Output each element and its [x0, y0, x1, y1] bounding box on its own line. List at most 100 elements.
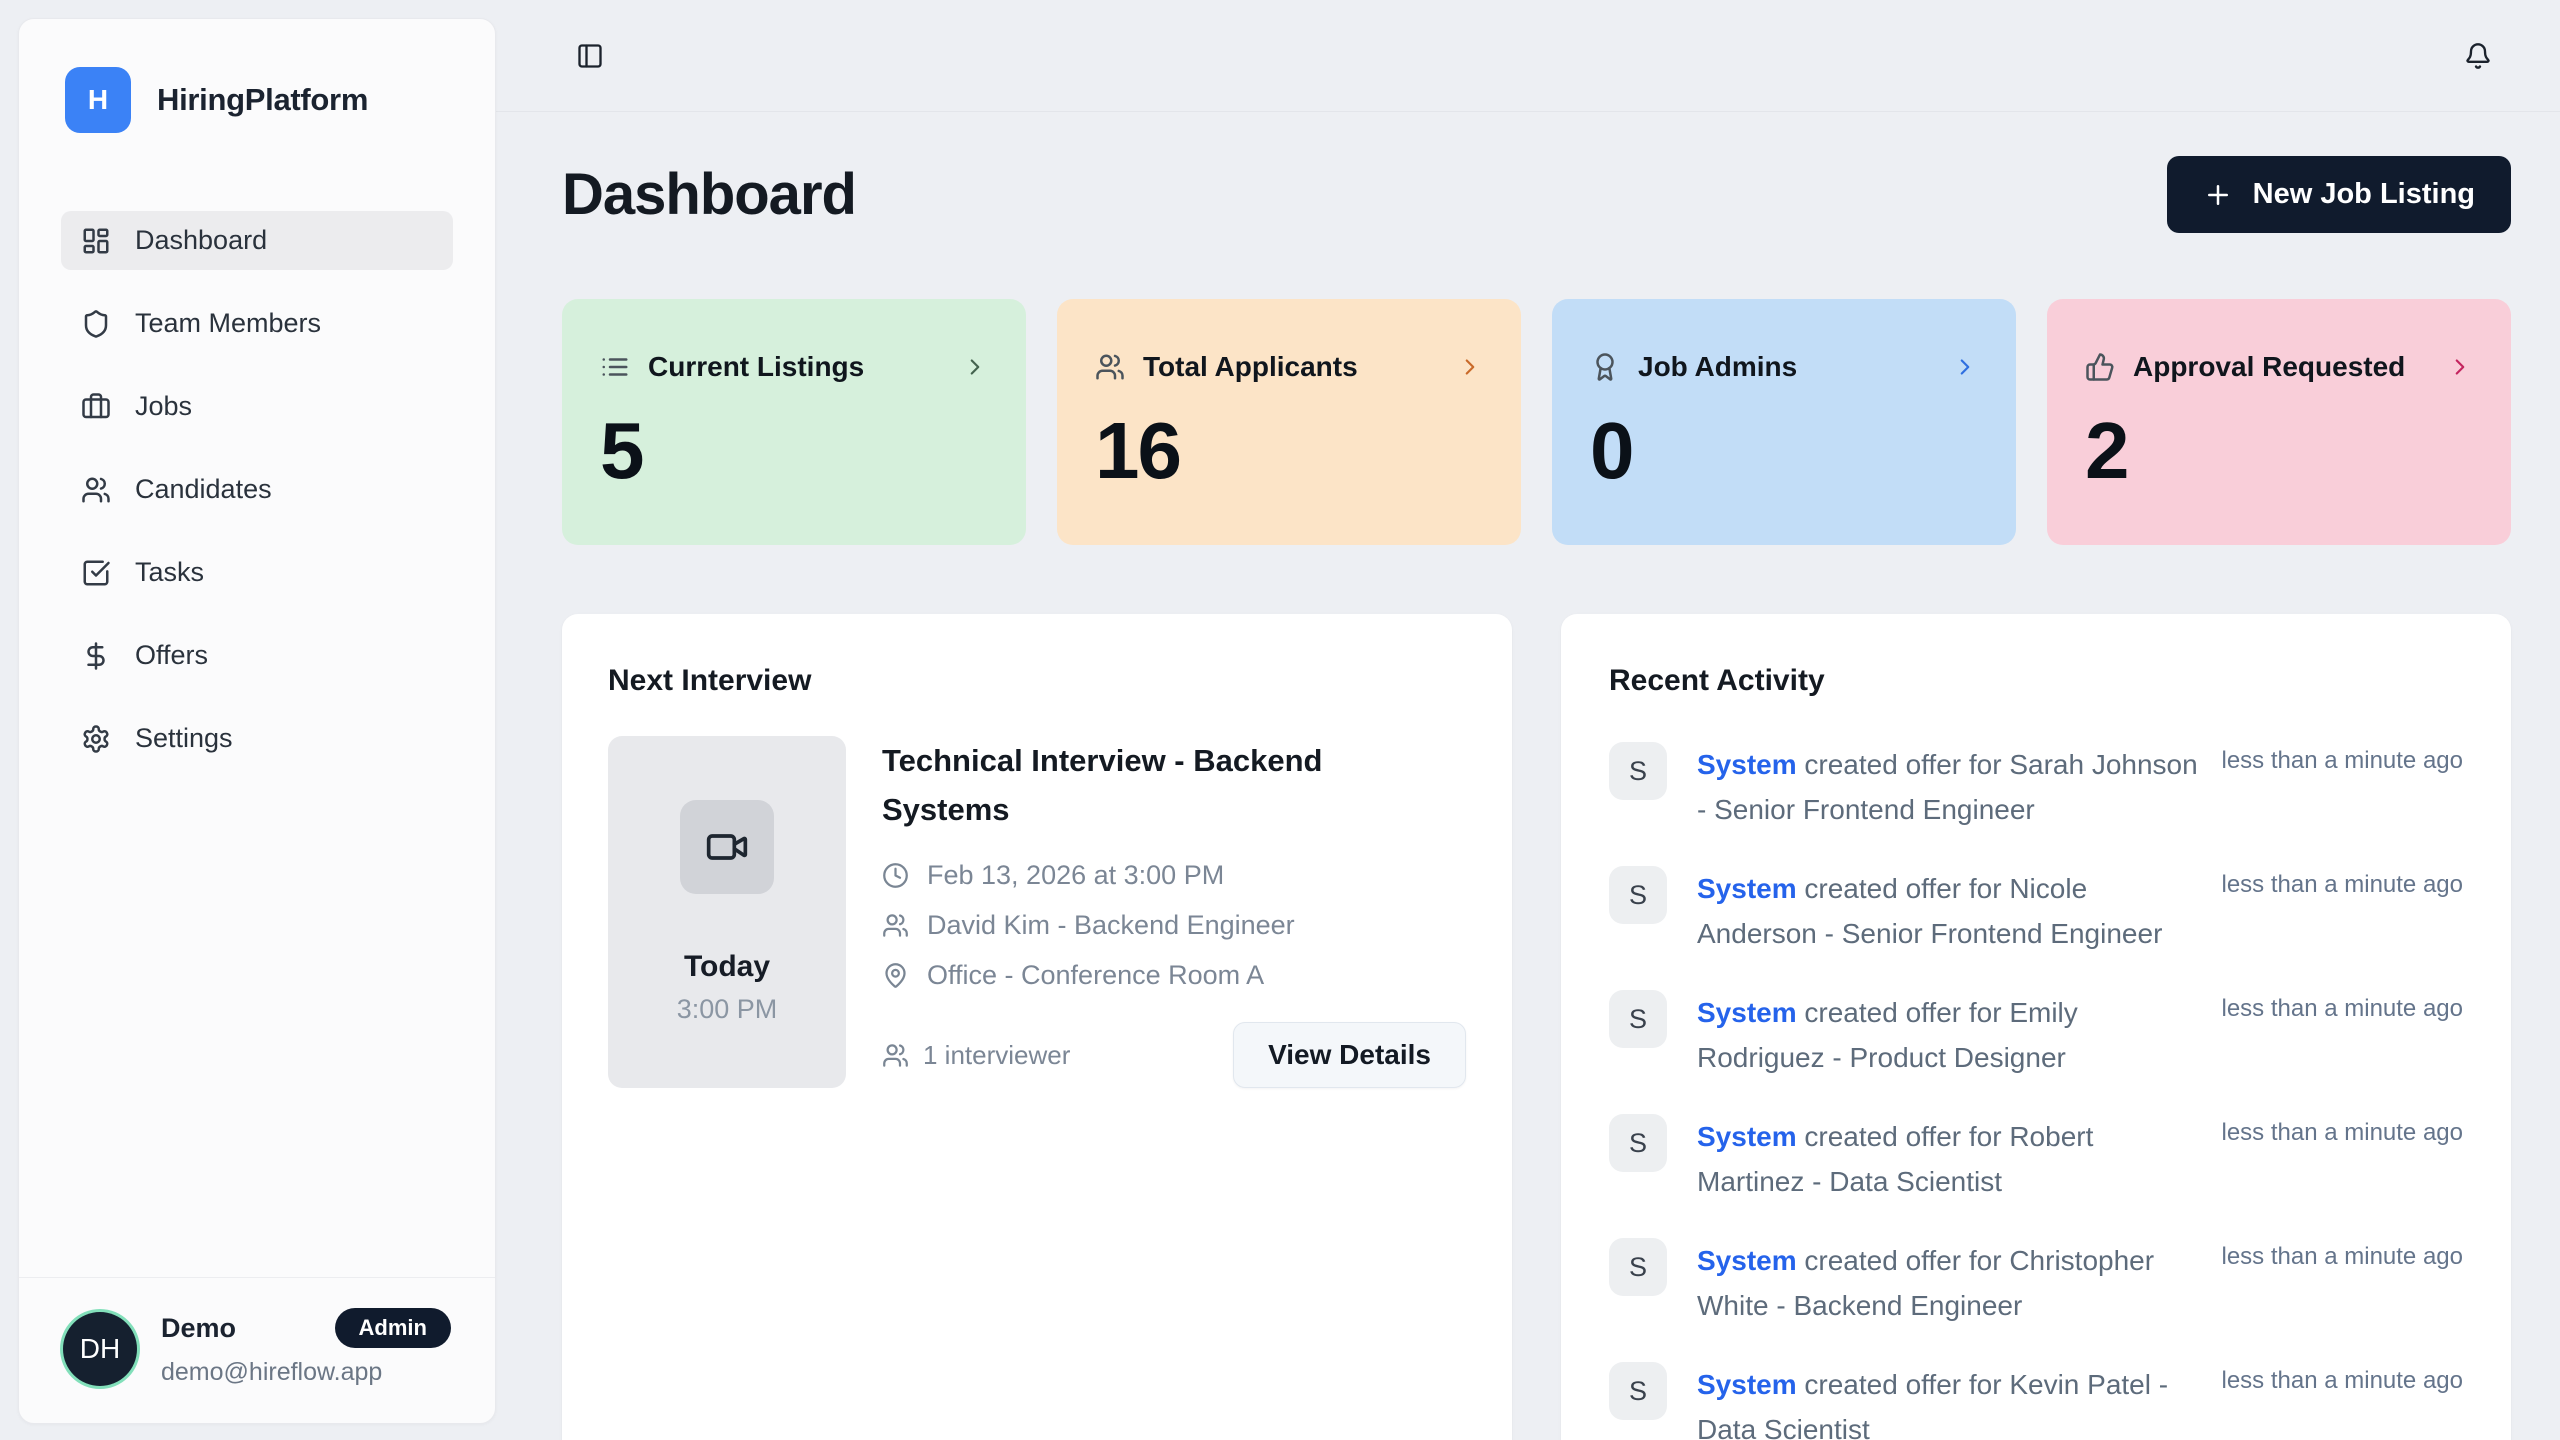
user-info: Demo Admin demo@hireflow.app	[161, 1308, 451, 1387]
recent-activity-title: Recent Activity	[1609, 664, 1825, 697]
panel-left-icon	[576, 42, 604, 70]
sidebar-item-tasks[interactable]: Tasks	[61, 543, 453, 602]
brand-logo: H	[65, 67, 131, 133]
activity-item: S System created offer for Sarah Johnson…	[1609, 742, 2463, 832]
plus-icon	[2203, 180, 2233, 210]
sidebar-item-team-members[interactable]: Team Members	[61, 294, 453, 353]
main-area: Dashboard New Job Listing Current Listin…	[496, 0, 2560, 1440]
list-icon	[600, 352, 630, 382]
sidebar-item-label: Dashboard	[135, 225, 268, 255]
chevron-right-icon	[1952, 354, 1978, 380]
activity-avatar: S	[1609, 1238, 1667, 1296]
activity-description: created offer for Christopher White - Ba…	[1697, 1245, 2155, 1321]
award-icon	[1590, 352, 1620, 382]
stat-value: 5	[600, 406, 645, 495]
interview-job-title: Technical Interview - Backend Systems	[882, 743, 1323, 827]
interview-date-tile: Today 3:00 PM	[608, 736, 846, 1088]
stat-card-total-applicants[interactable]: Total Applicants 16	[1057, 299, 1521, 545]
thumbs-up-icon	[2085, 352, 2115, 382]
activity-description: created offer for Emily Rodriguez - Prod…	[1697, 997, 2078, 1073]
users-icon	[1095, 352, 1125, 382]
stat-value: 2	[2085, 406, 2130, 495]
sidebar-item-jobs[interactable]: Jobs	[61, 377, 453, 436]
activity-item: S System created offer for Robert Martin…	[1609, 1114, 2463, 1204]
video-camera-icon	[705, 825, 749, 869]
activity-timestamp: less than a minute ago	[2221, 1367, 2464, 1394]
activity-description: created offer for Kevin Patel - Data Sci…	[1697, 1369, 2169, 1440]
activity-actor-link[interactable]: System	[1697, 1245, 1797, 1276]
new-job-listing-button[interactable]: New Job Listing	[2166, 156, 2511, 233]
user-profile[interactable]: DH Demo Admin demo@hireflow.app	[19, 1277, 495, 1423]
activity-description: created offer for Robert Martinez - Data…	[1697, 1121, 2094, 1197]
sidebar-item-settings[interactable]: Settings	[61, 709, 453, 768]
sidebar-toggle-button[interactable]	[576, 42, 604, 70]
users-icon	[882, 1042, 909, 1069]
activity-timestamp: less than a minute ago	[2221, 871, 2464, 898]
activity-timestamp: less than a minute ago	[2221, 747, 2464, 774]
bell-icon	[2464, 42, 2492, 70]
interviewer-count-label: 1 interviewer	[923, 1039, 1071, 1070]
user-email: demo@hireflow.app	[161, 1358, 383, 1386]
sidebar-item-label: Candidates	[135, 474, 272, 504]
stat-card-current-listings[interactable]: Current Listings 5	[562, 299, 1026, 545]
stat-value: 16	[1095, 406, 1182, 495]
activity-avatar: S	[1609, 1362, 1667, 1420]
activity-avatar: S	[1609, 990, 1667, 1048]
next-interview-panel: Next Interview Today 3:00 PM Technical I…	[562, 614, 1512, 1440]
activity-avatar: S	[1609, 866, 1667, 924]
sidebar-item-label: Jobs	[135, 391, 193, 421]
activity-actor-link[interactable]: System	[1697, 997, 1797, 1028]
notifications-button[interactable]	[2464, 42, 2492, 70]
activity-avatar: S	[1609, 1114, 1667, 1172]
interview-day: Today	[683, 949, 771, 983]
dollar-icon	[81, 641, 111, 671]
activity-description: created offer for Sarah Johnson - Senior…	[1697, 749, 2198, 825]
activity-actor-link[interactable]: System	[1697, 749, 1797, 780]
chevron-right-icon	[962, 354, 988, 380]
activity-actor-link[interactable]: System	[1697, 873, 1797, 904]
stat-label: Total Applicants	[1143, 351, 1358, 382]
users-icon	[882, 912, 909, 939]
check-square-icon	[81, 558, 111, 588]
sidebar-item-dashboard[interactable]: Dashboard	[61, 211, 453, 270]
stat-label: Approval Requested	[2133, 351, 2406, 382]
stat-label: Job Admins	[1638, 351, 1798, 382]
view-details-button[interactable]: View Details	[1233, 1022, 1466, 1088]
interviewer-count: 1 interviewer	[882, 1040, 1070, 1071]
activity-item: S System created offer for Christopher W…	[1609, 1238, 2463, 1328]
interview-location: Office - Conference Room A	[927, 960, 1265, 990]
users-icon	[81, 475, 111, 505]
stat-label: Current Listings	[648, 351, 865, 382]
interview-datetime-row: Feb 13, 2026 at 3:00 PM	[882, 860, 1466, 891]
shield-icon	[81, 309, 111, 339]
page-title: Dashboard	[562, 162, 857, 227]
sidebar-item-label: Tasks	[135, 557, 205, 587]
interview-time: 3:00 PM	[676, 993, 778, 1024]
stat-card-job-admins[interactable]: Job Admins 0	[1552, 299, 2016, 545]
sidebar-item-offers[interactable]: Offers	[61, 626, 453, 685]
activity-timestamp: less than a minute ago	[2221, 1243, 2464, 1270]
sidebar-item-label: Offers	[135, 640, 209, 670]
gear-icon	[81, 724, 111, 754]
activity-actor-link[interactable]: System	[1697, 1121, 1797, 1152]
stat-cards: Current Listings 5 Total Applicants	[562, 299, 2511, 545]
chevron-right-icon	[2447, 354, 2473, 380]
video-tile	[680, 799, 774, 894]
interview-candidate-row: David Kim - Backend Engineer	[882, 910, 1466, 941]
chevron-right-icon	[1457, 354, 1483, 380]
activity-list: S System created offer for Sarah Johnson…	[1609, 742, 2463, 1440]
activity-item: S System created offer for Nicole Anders…	[1609, 866, 2463, 956]
activity-item: S System created offer for Emily Rodrigu…	[1609, 990, 2463, 1080]
avatar-initials: DH	[79, 1333, 121, 1364]
layout-dashboard-icon	[81, 226, 111, 256]
activity-timestamp: less than a minute ago	[2221, 1119, 2464, 1146]
user-name: Demo	[161, 1312, 237, 1343]
briefcase-icon	[81, 392, 111, 422]
sidebar-item-candidates[interactable]: Candidates	[61, 460, 453, 519]
stat-card-approval-requested[interactable]: Approval Requested 2	[2047, 299, 2511, 545]
clock-icon	[882, 862, 909, 889]
recent-activity-panel: Recent Activity S System created offer f…	[1561, 614, 2511, 1440]
sidebar: H HiringPlatform Dashboard Team Members …	[18, 18, 496, 1424]
interview-location-row: Office - Conference Room A	[882, 960, 1466, 991]
activity-actor-link[interactable]: System	[1697, 1369, 1797, 1400]
